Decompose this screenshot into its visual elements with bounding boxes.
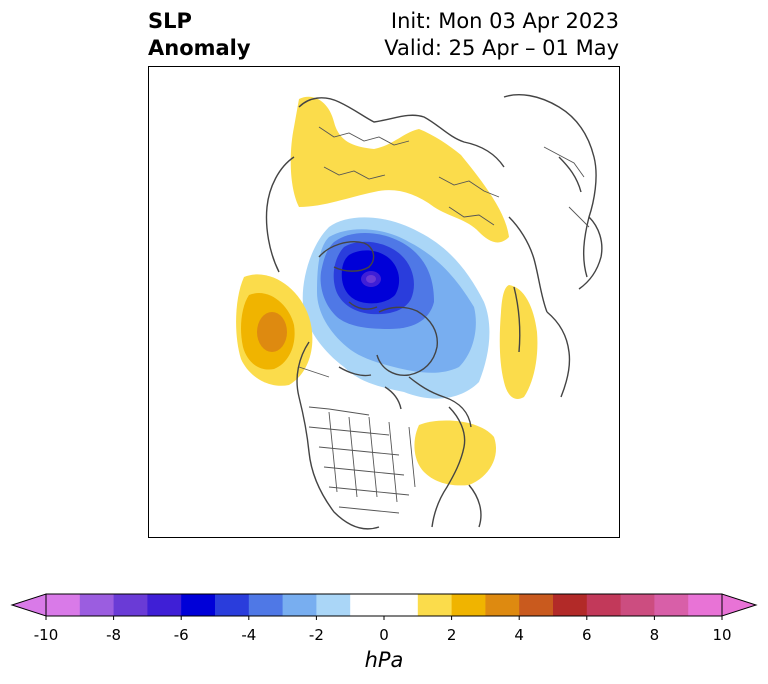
colorbar-segment [46,594,81,616]
colorbar-segment [282,594,317,616]
colorbar-segment [215,594,250,616]
colorbar [0,584,768,684]
coastlines [265,94,603,530]
colorbar-segment [654,594,689,616]
colorbar-tick-label: -8 [106,626,122,644]
colorbar-tick-label: -4 [241,626,257,644]
colorbar-segment [113,594,148,616]
colorbar-extend-min [10,593,47,617]
title-anomaly: Anomaly [148,36,251,60]
colorbar-segment [181,594,216,616]
colorbar-tick-label: 6 [582,626,592,644]
positive-anomalies [236,96,538,486]
anomaly-map [236,94,603,530]
arctic-low-core [366,275,376,283]
title-variable: SLP [148,9,192,33]
colorbar-extend-max [721,593,758,617]
colorbar-segment [553,594,588,616]
colorbar-segment [451,594,486,616]
colorbar-svg [10,593,758,620]
colorbar-tick-label: 0 [379,626,389,644]
colorbar-tick-label: -10 [33,626,59,644]
colorbar-tick-label: 2 [446,626,457,644]
valid-range: Valid: 25 Apr – 01 May [384,36,619,60]
political-borders [298,126,590,514]
colorbar-tick-label: -2 [308,626,324,644]
alaska-high-core [257,312,287,352]
colorbar-segment [688,594,723,616]
colorbar-segment [485,594,520,616]
forecast-dates: Init: Mon 03 Apr 2023 Valid: 25 Apr – 01… [384,8,619,62]
colorbar-tick-label: -6 [173,626,189,644]
map-panel [148,66,620,538]
colorbar-segment [316,594,351,616]
init-date: Init: Mon 03 Apr 2023 [390,9,619,33]
colorbar-segment [620,594,655,616]
colorbar-tick-label: 8 [649,626,660,644]
colorbar-segment [79,594,115,616]
colorbar-segment [417,594,453,616]
colorbar-unit: hPa [364,648,404,672]
colorbar-segment [586,594,622,616]
atlantic-high [414,420,497,486]
colorbar-tick-label: 10 [712,626,732,644]
map-title: SLP Anomaly [148,8,251,62]
western-russia-high [499,285,538,400]
colorbar-segment [350,594,419,616]
colorbar-tick-label: 4 [514,626,524,644]
colorbar-segment [248,594,284,616]
scandinavia-russia-high [290,96,509,243]
colorbar-segment [519,594,554,616]
colorbar-segment [147,594,182,616]
